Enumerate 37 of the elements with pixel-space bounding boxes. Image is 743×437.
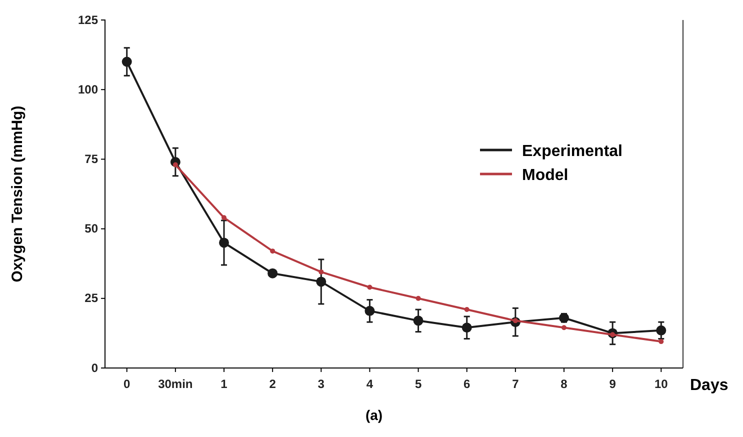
y-tick-label: 75 <box>84 152 98 166</box>
text: (a) <box>365 407 383 423</box>
x-tick-label: 0 <box>124 377 131 392</box>
point <box>562 325 566 330</box>
y-tick-label: 25 <box>84 291 98 306</box>
legend-label: Model <box>522 167 568 184</box>
legend-label: Experimental <box>522 143 622 160</box>
y-tick-label: 125 <box>78 12 98 27</box>
point <box>219 238 229 248</box>
x-tick-label: 10 <box>654 377 668 392</box>
x-tick-label: 30min <box>158 377 193 392</box>
point <box>416 296 421 301</box>
point <box>318 269 324 274</box>
y-axis-title: Oxygen Tension (mmHg) <box>9 106 26 282</box>
x-axis-title: Days <box>690 377 728 394</box>
x-tick-label: 7 <box>512 377 520 392</box>
x-tick-label: 9 <box>609 377 616 392</box>
x-tick-label: 5 <box>414 377 422 392</box>
x-tick-label: 1 <box>220 377 228 392</box>
point <box>656 325 666 336</box>
point <box>413 316 424 326</box>
x-tick-label: 6 <box>464 377 471 392</box>
point <box>270 248 276 254</box>
y-tick-label: 100 <box>78 82 98 96</box>
point <box>122 56 132 67</box>
point <box>316 276 326 287</box>
point <box>367 284 372 290</box>
point <box>464 307 470 312</box>
y-tick-label: 0 <box>91 360 98 375</box>
point <box>462 322 472 333</box>
point <box>364 306 375 316</box>
x-tick-label: 2 <box>269 377 276 392</box>
x-tick-label: 3 <box>318 377 325 392</box>
x-tick-label: 8 <box>560 377 568 392</box>
point <box>268 268 278 278</box>
y-tick-label: 50 <box>84 222 98 236</box>
x-tick-label: 4 <box>366 377 374 392</box>
